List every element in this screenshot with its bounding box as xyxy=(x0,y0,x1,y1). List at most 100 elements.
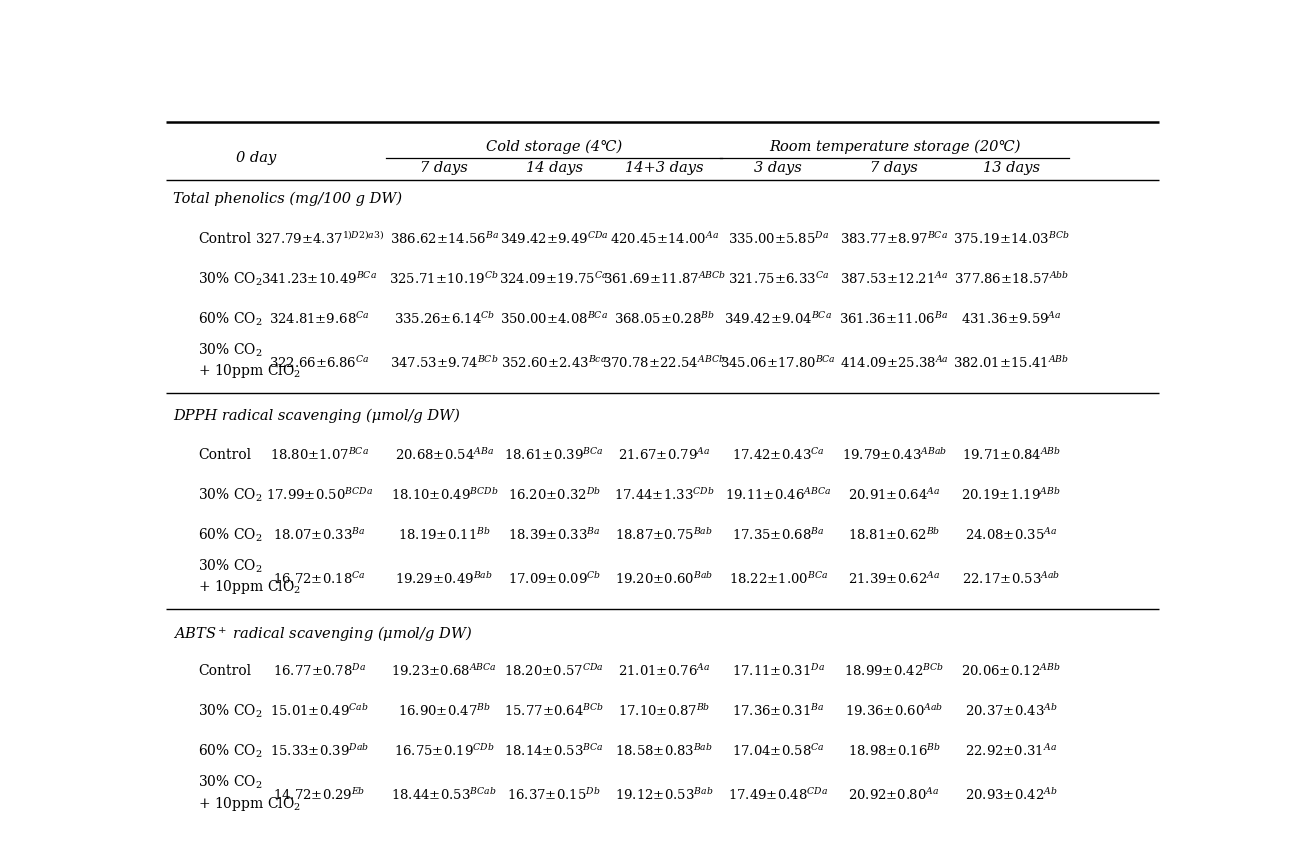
Text: Cold storage (4℃): Cold storage (4℃) xyxy=(486,139,622,153)
Text: 377.86±18.57$^{Abb}$: 377.86±18.57$^{Abb}$ xyxy=(953,271,1068,287)
Text: 18.98±0.16$^{Bb}$: 18.98±0.16$^{Bb}$ xyxy=(848,743,940,759)
Text: 18.44±0.53$^{BCab}$: 18.44±0.53$^{BCab}$ xyxy=(391,787,497,803)
Text: 347.53±9.74$^{BCb}$: 347.53±9.74$^{BCb}$ xyxy=(390,355,498,371)
Text: 15.77±0.64$^{BCb}$: 15.77±0.64$^{BCb}$ xyxy=(504,703,604,719)
Text: 370.78±22.54$^{ABCb}$: 370.78±22.54$^{ABCb}$ xyxy=(602,355,726,371)
Text: 387.53±12.21$^{Aa}$: 387.53±12.21$^{Aa}$ xyxy=(840,271,948,287)
Text: 375.19±14.03$^{BCb}$: 375.19±14.03$^{BCb}$ xyxy=(952,231,1069,247)
Text: 18.07±0.33$^{Ba}$: 18.07±0.33$^{Ba}$ xyxy=(273,527,365,543)
Text: 7 days: 7 days xyxy=(421,161,468,175)
Text: 19.20±0.60$^{Bab}$: 19.20±0.60$^{Bab}$ xyxy=(615,571,713,587)
Text: 345.06±17.80$^{BCa}$: 345.06±17.80$^{BCa}$ xyxy=(720,355,836,371)
Text: 324.81±9.68$^{Ca}$: 324.81±9.68$^{Ca}$ xyxy=(268,312,369,327)
Text: 15.33±0.39$^{Dab}$: 15.33±0.39$^{Dab}$ xyxy=(270,743,369,759)
Text: 18.20±0.57$^{CDa}$: 18.20±0.57$^{CDa}$ xyxy=(504,663,604,679)
Text: 17.10±0.87$^{Bb}$: 17.10±0.87$^{Bb}$ xyxy=(618,703,711,719)
Text: 350.00±4.08$^{BCa}$: 350.00±4.08$^{BCa}$ xyxy=(501,312,608,327)
Text: 335.00±5.85$^{Da}$: 335.00±5.85$^{Da}$ xyxy=(728,231,828,247)
Text: 17.04±0.58$^{Ca}$: 17.04±0.58$^{Ca}$ xyxy=(731,743,824,759)
Text: 20.37±0.43$^{Ab}$: 20.37±0.43$^{Ab}$ xyxy=(965,703,1058,719)
Text: 13 days: 13 days xyxy=(983,161,1040,175)
Text: 321.75±6.33$^{Ca}$: 321.75±6.33$^{Ca}$ xyxy=(728,271,828,287)
Text: 22.17±0.53$^{Aab}$: 22.17±0.53$^{Aab}$ xyxy=(962,571,1060,587)
Text: 327.79±4.37$^{1)D2)a3)}$: 327.79±4.37$^{1)D2)a3)}$ xyxy=(254,231,384,247)
Text: 3 days: 3 days xyxy=(755,161,802,175)
Text: 21.67±0.79$^{Aa}$: 21.67±0.79$^{Aa}$ xyxy=(618,447,711,463)
Text: 17.36±0.31$^{Ba}$: 17.36±0.31$^{Ba}$ xyxy=(731,703,824,719)
Text: 15.01±0.49$^{Cab}$: 15.01±0.49$^{Cab}$ xyxy=(270,703,369,719)
Text: 16.37±0.15$^{Db}$: 16.37±0.15$^{Db}$ xyxy=(507,787,601,803)
Text: 19.79±0.43$^{ABab}$: 19.79±0.43$^{ABab}$ xyxy=(841,447,947,463)
Text: 322.66±6.86$^{Ca}$: 322.66±6.86$^{Ca}$ xyxy=(270,355,369,371)
Text: 17.99±0.50$^{BCDa}$: 17.99±0.50$^{BCDa}$ xyxy=(266,487,373,503)
Text: 18.19±0.11$^{Bb}$: 18.19±0.11$^{Bb}$ xyxy=(397,527,490,543)
Text: 14+3 days: 14+3 days xyxy=(624,161,703,175)
Text: 19.23±0.68$^{ABCa}$: 19.23±0.68$^{ABCa}$ xyxy=(391,663,497,679)
Text: 18.39±0.33$^{Ba}$: 18.39±0.33$^{Ba}$ xyxy=(508,527,600,543)
Text: 30% CO$_2$: 30% CO$_2$ xyxy=(199,774,263,791)
Text: 18.87±0.75$^{Bab}$: 18.87±0.75$^{Bab}$ xyxy=(615,527,713,543)
Text: Control: Control xyxy=(199,448,252,462)
Text: ABTS$^+$ radical scavenging (μmol/g DW): ABTS$^+$ radical scavenging (μmol/g DW) xyxy=(173,625,472,644)
Text: 16.75±0.19$^{CDb}$: 16.75±0.19$^{CDb}$ xyxy=(393,743,494,759)
Text: 24.08±0.35$^{Aa}$: 24.08±0.35$^{Aa}$ xyxy=(965,527,1058,543)
Text: 60% CO$_2$: 60% CO$_2$ xyxy=(199,311,263,328)
Text: 16.90±0.47$^{Bb}$: 16.90±0.47$^{Bb}$ xyxy=(397,703,490,719)
Text: 30% CO$_2$: 30% CO$_2$ xyxy=(199,270,263,288)
Text: 349.42±9.04$^{BCa}$: 349.42±9.04$^{BCa}$ xyxy=(724,312,832,327)
Text: 414.09±25.38$^{Aa}$: 414.09±25.38$^{Aa}$ xyxy=(840,355,948,371)
Text: 17.49±0.48$^{CDa}$: 17.49±0.48$^{CDa}$ xyxy=(728,787,828,803)
Text: 361.69±11.87$^{ABCb}$: 361.69±11.87$^{ABCb}$ xyxy=(602,271,725,287)
Text: 21.39±0.62$^{Aa}$: 21.39±0.62$^{Aa}$ xyxy=(848,571,940,587)
Text: 20.68±0.54$^{ABa}$: 20.68±0.54$^{ABa}$ xyxy=(395,447,494,463)
Text: 18.58±0.83$^{Bab}$: 18.58±0.83$^{Bab}$ xyxy=(615,743,713,759)
Text: 17.42±0.43$^{Ca}$: 17.42±0.43$^{Ca}$ xyxy=(731,447,824,463)
Text: 18.99±0.42$^{BCb}$: 18.99±0.42$^{BCb}$ xyxy=(844,663,944,679)
Text: 19.36±0.60$^{Aab}$: 19.36±0.60$^{Aab}$ xyxy=(845,703,943,719)
Text: 30% CO$_2$: 30% CO$_2$ xyxy=(199,557,263,575)
Text: 18.10±0.49$^{BCDb}$: 18.10±0.49$^{BCDb}$ xyxy=(391,487,498,503)
Text: 14.72±0.29$^{Eb}$: 14.72±0.29$^{Eb}$ xyxy=(273,787,365,803)
Text: 22.92±0.31$^{Aa}$: 22.92±0.31$^{Aa}$ xyxy=(965,743,1057,759)
Text: 30% CO$_2$: 30% CO$_2$ xyxy=(199,341,263,359)
Text: 20.91±0.64$^{Aa}$: 20.91±0.64$^{Aa}$ xyxy=(848,487,940,503)
Text: 17.35±0.68$^{Ba}$: 17.35±0.68$^{Ba}$ xyxy=(731,527,824,543)
Text: 18.22±1.00$^{BCa}$: 18.22±1.00$^{BCa}$ xyxy=(729,571,828,587)
Text: 324.09±19.75$^{Ca}$: 324.09±19.75$^{Ca}$ xyxy=(499,271,609,287)
Text: 21.01±0.76$^{Aa}$: 21.01±0.76$^{Aa}$ xyxy=(618,663,711,679)
Text: 60% CO$_2$: 60% CO$_2$ xyxy=(199,526,263,544)
Text: 20.92±0.80$^{Aa}$: 20.92±0.80$^{Aa}$ xyxy=(849,787,940,803)
Text: 325.71±10.19$^{Cb}$: 325.71±10.19$^{Cb}$ xyxy=(390,271,499,287)
Text: 361.36±11.06$^{Ba}$: 361.36±11.06$^{Ba}$ xyxy=(840,312,948,327)
Text: 30% CO$_2$: 30% CO$_2$ xyxy=(199,702,263,720)
Text: 0 day: 0 day xyxy=(236,151,276,165)
Text: 20.19±1.19$^{ABb}$: 20.19±1.19$^{ABb}$ xyxy=(961,487,1060,503)
Text: + 10ppm ClO$_2$: + 10ppm ClO$_2$ xyxy=(199,795,301,813)
Text: Total phenolics (mg/100 g DW): Total phenolics (mg/100 g DW) xyxy=(173,192,402,206)
Text: 19.29±0.49$^{Bab}$: 19.29±0.49$^{Bab}$ xyxy=(395,571,493,587)
Text: 383.77±8.97$^{BCa}$: 383.77±8.97$^{BCa}$ xyxy=(840,231,948,247)
Text: 352.60±2.43$^{Bca}$: 352.60±2.43$^{Bca}$ xyxy=(501,355,608,371)
Text: 17.44±1.33$^{CDb}$: 17.44±1.33$^{CDb}$ xyxy=(614,487,715,503)
Text: 18.81±0.62$^{Bb}$: 18.81±0.62$^{Bb}$ xyxy=(848,527,940,543)
Text: 386.62±14.56$^{Ba}$: 386.62±14.56$^{Ba}$ xyxy=(390,231,499,247)
Text: 16.20±0.32$^{Db}$: 16.20±0.32$^{Db}$ xyxy=(508,487,601,503)
Text: 60% CO$_2$: 60% CO$_2$ xyxy=(199,743,263,760)
Text: + 10ppm ClO$_2$: + 10ppm ClO$_2$ xyxy=(199,362,301,381)
Text: + 10ppm ClO$_2$: + 10ppm ClO$_2$ xyxy=(199,578,301,596)
Text: 382.01±15.41$^{ABb}$: 382.01±15.41$^{ABb}$ xyxy=(953,355,1069,371)
Text: Control: Control xyxy=(199,664,252,678)
Text: 17.11±0.31$^{Da}$: 17.11±0.31$^{Da}$ xyxy=(731,663,824,679)
Text: 349.42±9.49$^{CDa}$: 349.42±9.49$^{CDa}$ xyxy=(501,231,609,247)
Text: 18.14±0.53$^{BCa}$: 18.14±0.53$^{BCa}$ xyxy=(504,743,604,759)
Text: 16.77±0.78$^{Da}$: 16.77±0.78$^{Da}$ xyxy=(272,663,366,679)
Text: Control: Control xyxy=(199,232,252,246)
Text: 18.80±1.07$^{BCa}$: 18.80±1.07$^{BCa}$ xyxy=(270,447,369,463)
Text: 341.23±10.49$^{BCa}$: 341.23±10.49$^{BCa}$ xyxy=(262,271,377,287)
Text: 420.45±14.00$^{Aa}$: 420.45±14.00$^{Aa}$ xyxy=(610,231,719,247)
Text: 19.12±0.53$^{Bab}$: 19.12±0.53$^{Bab}$ xyxy=(615,787,713,803)
Text: 18.61±0.39$^{BCa}$: 18.61±0.39$^{BCa}$ xyxy=(504,447,604,463)
Text: 17.09±0.09$^{Cb}$: 17.09±0.09$^{Cb}$ xyxy=(507,571,601,587)
Text: 19.11±0.46$^{ABCa}$: 19.11±0.46$^{ABCa}$ xyxy=(725,487,831,503)
Text: 20.06±0.12$^{ABb}$: 20.06±0.12$^{ABb}$ xyxy=(961,663,1060,679)
